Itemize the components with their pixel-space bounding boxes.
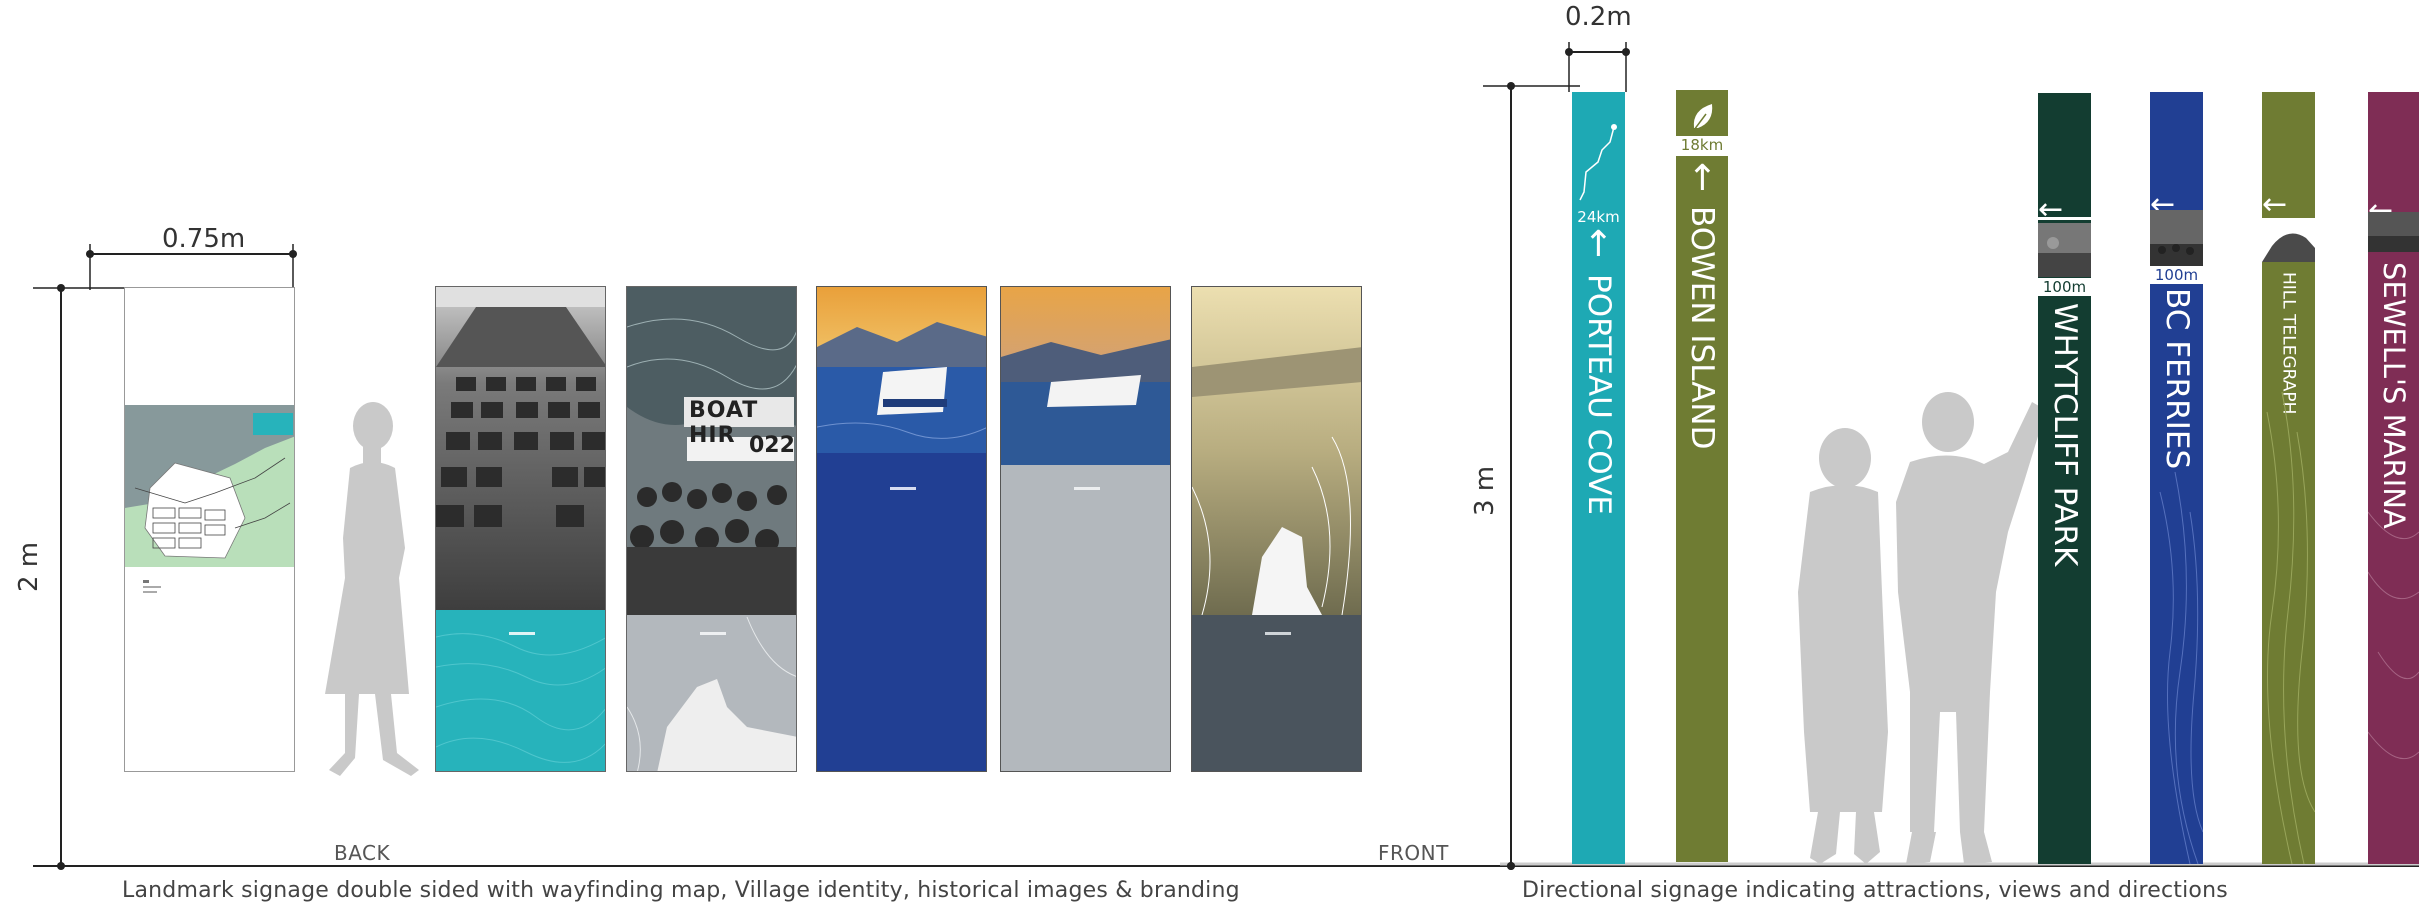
couple-silhouette-icon — [1798, 392, 2046, 864]
boat-number-text: 022 — [749, 433, 795, 458]
porteau-label: PORTEAU COVE — [1581, 274, 1617, 515]
sewells-contours — [2368, 511, 2419, 760]
landmark-caption: Landmark signage double sided with wayfi… — [122, 878, 1240, 903]
post-hill-telegraph: ← HILL TELEGRAPH — [2262, 92, 2315, 864]
boat-hire-sign-text: BOAT HIR — [689, 398, 759, 448]
porteau-distance: 24km — [1577, 208, 1620, 226]
post-bowen-island: 18km ← BOWEN ISLAND — [1676, 90, 1728, 862]
front-label: FRONT — [1378, 841, 1449, 865]
hilltelegraph-label: HILL TELEGRAPH — [2278, 272, 2299, 415]
landmark-front-panel-ferry-grey — [1000, 286, 1171, 772]
directional-height-label: 3 m — [1470, 465, 1500, 516]
bowen-label: BOWEN ISLAND — [1684, 206, 1720, 450]
landmark-height-label: 2 m — [14, 541, 44, 592]
post-whytcliff-park: ← 100m WHYTCLIFF PARK — [2038, 93, 2091, 864]
bcferries-photo — [2150, 210, 2203, 266]
leaf-icon — [1693, 104, 1713, 131]
bowen-distance: 18km — [1680, 136, 1724, 154]
bcferries-distance-strip — [2150, 266, 2203, 284]
landmark-front-panel-boat-hire: BOAT HIR 022 — [626, 286, 797, 772]
whytcliff-arrow-strip — [2038, 217, 2091, 220]
post-porteau-cove: 24km ← PORTEAU COVE — [1572, 92, 1625, 864]
back-label: BACK — [334, 841, 391, 865]
bowen-arrow-icon: ← — [1682, 162, 1723, 193]
landmark-width-label: 0.75m — [162, 224, 246, 254]
directional-caption: Directional signage indicating attractio… — [1522, 878, 2228, 903]
porteau-arrow-icon: ← — [1578, 228, 1619, 259]
landmark-front-panel-sunset-ferry — [816, 286, 987, 772]
directional-width-label: 0.2m — [1565, 2, 1632, 32]
whytcliff-arrow-icon: ← — [2038, 192, 2064, 227]
hilltelegraph-contours — [2266, 391, 2315, 864]
post-bc-ferries: ← 100m BC FERRIES — [2150, 92, 2203, 864]
whytcliff-label: WHYTCLIFF PARK — [2047, 303, 2083, 567]
hilltelegraph-photo — [2262, 218, 2315, 262]
wayfinding-map — [125, 405, 294, 593]
whytcliff-distance-strip — [2038, 278, 2091, 296]
sewells-photo — [2368, 212, 2419, 252]
post-sewells-marina: ← SEWELL'S MARINA — [2368, 92, 2419, 864]
bcferries-distance: 100m — [2154, 266, 2199, 284]
whytcliff-photo — [2038, 223, 2091, 277]
bcferries-label: BC FERRIES — [2159, 288, 2195, 470]
bowen-distance-strip — [1676, 136, 1728, 156]
person-silhouette-icon — [325, 402, 419, 776]
hilltelegraph-arrow-icon: ← — [2262, 187, 2288, 222]
whytcliff-distance: 100m — [2042, 278, 2087, 296]
landmark-front-panel-misty — [1191, 286, 1362, 772]
trail-map-icon — [1579, 124, 1617, 201]
landmark-back-panel — [124, 287, 295, 772]
landmark-front-panel-ferry-cars — [435, 286, 606, 772]
bcferries-contours — [2159, 471, 2203, 864]
sewells-label: SEWELL'S MARINA — [2377, 262, 2411, 529]
